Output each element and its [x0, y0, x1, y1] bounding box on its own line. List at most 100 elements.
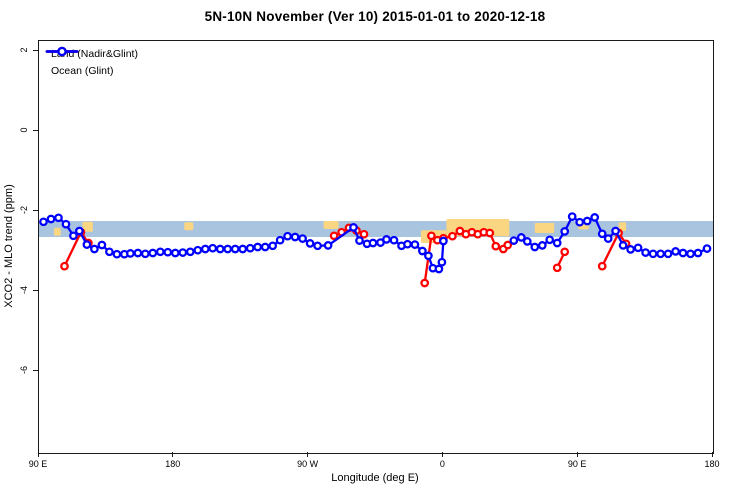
land-point — [448, 231, 457, 241]
x-tick-label: 90 E — [28, 459, 48, 469]
x-tick-mark — [172, 452, 174, 457]
land-point — [427, 231, 436, 241]
ocean-point — [516, 233, 526, 242]
land-band-segment — [82, 221, 93, 232]
ocean-point — [509, 236, 519, 245]
ocean-point — [671, 247, 680, 256]
ocean-point — [163, 247, 173, 257]
ocean-point — [155, 247, 165, 257]
chart-title: 5N-10N November (Ver 10) 2015-01-01 to 2… — [204, 9, 546, 24]
x-tick-label: 90 E — [567, 459, 587, 469]
land-point — [552, 263, 562, 273]
land-point — [491, 241, 501, 251]
ocean-point — [275, 235, 285, 245]
y-tick-mark — [33, 209, 38, 211]
x-tick-mark — [711, 452, 713, 457]
ocean-point — [90, 244, 99, 254]
land-point — [503, 240, 513, 250]
ocean-point — [283, 231, 292, 241]
land-point — [597, 261, 607, 271]
ocean-point — [290, 232, 300, 242]
ocean-point — [112, 249, 122, 259]
ocean-point — [626, 245, 635, 254]
ocean-point — [46, 214, 56, 224]
ocean-point — [552, 238, 562, 248]
ocean-point — [133, 248, 143, 258]
ocean-point — [633, 243, 643, 253]
y-tick-mark — [33, 49, 38, 51]
y-tick-label: 2 — [19, 47, 29, 53]
land-point — [60, 261, 69, 271]
ocean-point — [418, 246, 427, 256]
ocean-point — [537, 241, 547, 250]
ocean-point — [97, 240, 107, 250]
ocean-point — [245, 243, 255, 253]
land-band-segment — [53, 227, 61, 236]
ocean-point — [82, 240, 92, 249]
ocean-point — [39, 217, 48, 227]
ocean-point — [439, 236, 448, 246]
x-axis-label: Longitude (deg E) — [331, 472, 419, 484]
ocean-point — [355, 236, 364, 245]
y-tick-label: 0 — [19, 127, 29, 133]
ocean-point — [403, 239, 412, 249]
land-band-segment — [323, 221, 339, 229]
legend-item-ocean: Ocean (Glint) — [45, 46, 138, 79]
x-tick-mark — [307, 452, 309, 457]
ocean-point — [200, 244, 210, 254]
ocean-point — [641, 248, 650, 257]
ocean-point — [349, 223, 358, 232]
ocean-point — [140, 249, 150, 259]
ocean-point — [69, 231, 78, 241]
ocean-point — [693, 248, 703, 258]
ocean-point — [686, 249, 695, 259]
ocean-point — [560, 227, 570, 236]
ocean-point — [597, 229, 607, 239]
x-tick-label: 180 — [704, 459, 720, 469]
ocean-point — [54, 213, 63, 223]
legend-symbol-circle — [57, 46, 67, 57]
ocean-point — [323, 241, 333, 250]
ocean-point — [678, 248, 688, 258]
land-point — [560, 247, 570, 257]
legend: Land (Nadir&Glint) Ocean (Glint) — [45, 45, 138, 79]
ocean-point — [230, 244, 240, 254]
land-band-segment — [184, 222, 194, 231]
ocean-point — [260, 242, 270, 252]
x-tick-label: 90 W — [297, 459, 319, 469]
x-tick-mark — [441, 452, 443, 457]
ocean-point — [648, 249, 658, 259]
ocean-point — [522, 237, 532, 246]
y-axis-label: XCO2 - MLO trend (ppm) — [3, 184, 15, 308]
ocean-point — [434, 264, 444, 274]
ocean-point — [178, 248, 188, 257]
ocean-point — [702, 244, 712, 253]
ocean-point — [545, 235, 555, 245]
land-point — [485, 228, 495, 238]
ocean-point — [148, 248, 158, 258]
ocean-point — [567, 212, 577, 221]
ocean-point — [656, 249, 665, 259]
ocean-point — [382, 235, 391, 244]
land-point — [359, 229, 369, 239]
ocean-point — [253, 242, 263, 252]
ocean-point — [575, 217, 585, 227]
ocean-point — [590, 213, 600, 222]
ocean-point — [193, 245, 203, 255]
y-tick-mark — [33, 129, 38, 131]
y-tick-mark — [33, 289, 38, 291]
ocean-point — [185, 247, 195, 257]
ocean-point — [618, 241, 628, 250]
land-band-segment — [618, 222, 627, 231]
ocean-point — [223, 244, 233, 254]
ocean-point — [663, 249, 673, 259]
land-point — [329, 231, 339, 241]
ocean-point — [410, 240, 420, 249]
y-tick-label: -4 — [19, 286, 29, 295]
x-tick-mark — [576, 452, 578, 457]
ocean-point — [582, 216, 592, 226]
y-tick-mark — [33, 369, 38, 371]
ocean-line-symbol — [45, 46, 79, 57]
ocean-point — [530, 242, 540, 252]
data-layer — [39, 212, 713, 288]
